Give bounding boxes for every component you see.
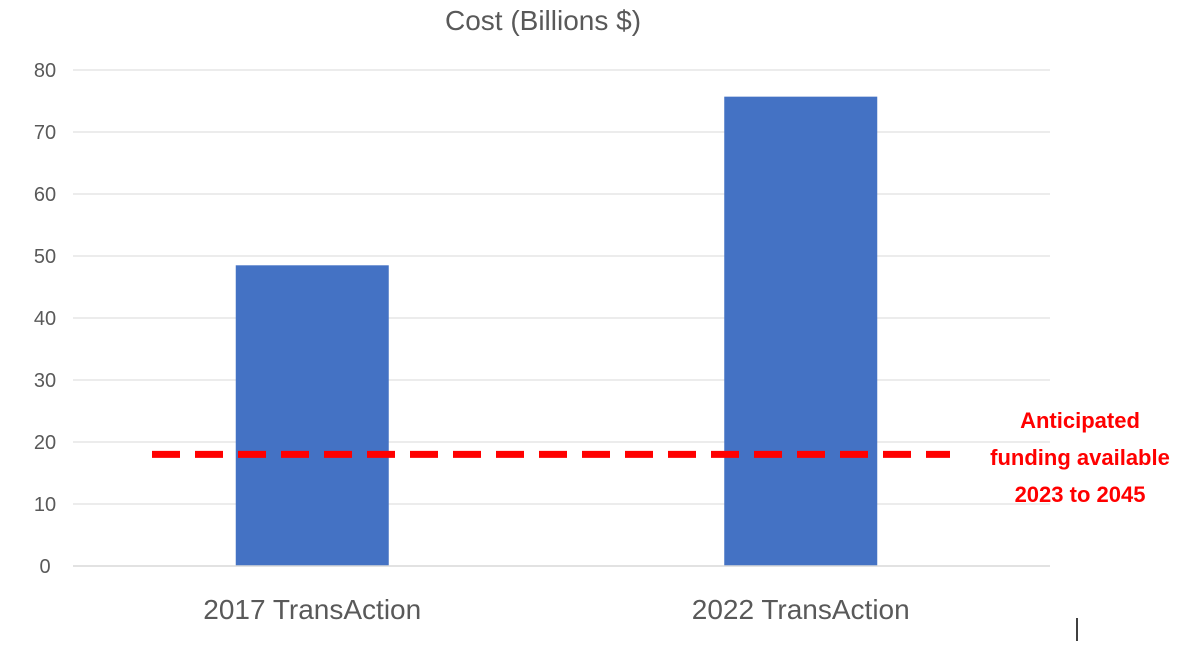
y-tick-label: 30 bbox=[34, 370, 56, 392]
y-tick-label: 80 bbox=[34, 60, 56, 82]
funding-annotation-line: 2023 to 2045 bbox=[1015, 482, 1146, 507]
y-tick-label: 50 bbox=[34, 246, 56, 268]
y-axis-ticks: 0 10 20 30 40 50 60 70 80 bbox=[34, 60, 56, 578]
gridlines bbox=[73, 69, 1050, 505]
bar bbox=[235, 265, 389, 566]
funding-annotation-line: funding available bbox=[990, 445, 1170, 470]
bar bbox=[724, 96, 878, 566]
bars bbox=[235, 96, 878, 566]
x-tick-label: 2022 TransAction bbox=[692, 594, 910, 625]
y-tick-label: 10 bbox=[34, 494, 56, 516]
y-tick-label: 70 bbox=[34, 122, 56, 144]
x-tick-label: 2017 TransAction bbox=[203, 594, 421, 625]
funding-annotation-line: Anticipated bbox=[1020, 408, 1140, 433]
funding-annotation: Anticipated funding available 2023 to 2045 bbox=[990, 408, 1170, 507]
x-axis-ticks: 2017 TransAction 2022 TransAction bbox=[203, 594, 909, 625]
y-tick-label: 40 bbox=[34, 308, 56, 330]
y-tick-label: 0 bbox=[39, 556, 50, 578]
y-tick-label: 20 bbox=[34, 432, 56, 454]
y-tick-label: 60 bbox=[34, 184, 56, 206]
chart-title: Cost (Billions $) bbox=[445, 5, 641, 36]
